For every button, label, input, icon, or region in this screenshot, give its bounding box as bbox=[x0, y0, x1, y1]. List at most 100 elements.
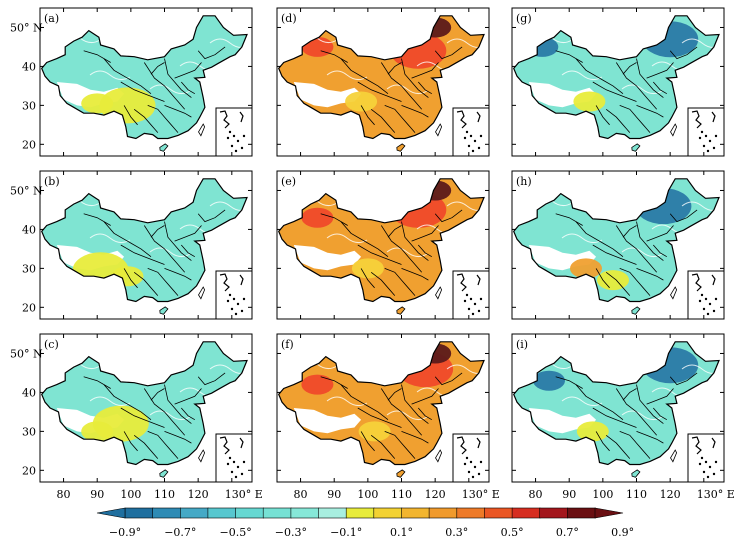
lon-tick-label: 80 bbox=[294, 488, 308, 501]
country-outline bbox=[278, 341, 485, 466]
lon-tick-label: 110 bbox=[391, 488, 412, 501]
province-boundary bbox=[605, 271, 631, 296]
colorbar-segment bbox=[207, 507, 237, 519]
province-boundary bbox=[320, 50, 348, 63]
province-boundary bbox=[143, 62, 186, 110]
map-panel-a: (a) 20 30 40 50° N bbox=[10, 7, 253, 157]
lat-tick-label: 20 bbox=[22, 138, 36, 151]
lat-tick-label: 20 bbox=[22, 464, 36, 477]
no-data-region bbox=[293, 245, 362, 271]
colorbar-segment bbox=[428, 507, 458, 519]
province-boundary bbox=[197, 372, 226, 386]
taiwan-island bbox=[670, 123, 678, 137]
province-boundary bbox=[619, 431, 651, 459]
province-boundary bbox=[320, 213, 348, 226]
province-boundary bbox=[103, 221, 152, 258]
province-boundary bbox=[636, 384, 664, 424]
colorbar-segment bbox=[180, 507, 209, 519]
province-boundary bbox=[174, 225, 202, 242]
panel-label: (e) bbox=[281, 175, 296, 188]
province-boundary bbox=[669, 372, 698, 386]
panel-label: (b) bbox=[44, 175, 60, 188]
colorbar-label: −0.9° bbox=[109, 526, 141, 539]
province-boundary bbox=[636, 105, 664, 118]
anomaly-blob bbox=[573, 91, 606, 112]
contour-line bbox=[386, 410, 428, 421]
lon-tick-label: 90 bbox=[90, 488, 104, 501]
taiwan-island bbox=[435, 286, 443, 300]
map-panel-e: (e) bbox=[276, 170, 490, 320]
colorbar-label: −0.3° bbox=[275, 526, 307, 539]
province-boundary bbox=[595, 431, 610, 452]
province-boundary bbox=[622, 388, 637, 401]
colorbar-label: −0.7° bbox=[164, 526, 196, 539]
province-boundary bbox=[370, 108, 396, 133]
province-boundary bbox=[83, 376, 111, 389]
province-boundary bbox=[622, 62, 637, 75]
province-boundary bbox=[357, 81, 402, 102]
taiwan-island bbox=[198, 123, 206, 137]
province-boundary bbox=[417, 244, 433, 258]
south-china-sea-inset bbox=[687, 270, 725, 320]
colorbar: −0.9° −0.7° −0.5° −0.3° −0.1° 0.1° 0.3° 0.5° 0.7… bbox=[96, 507, 634, 539]
south-china-sea-inset bbox=[687, 433, 725, 483]
province-boundary bbox=[401, 58, 429, 98]
hainan-island bbox=[631, 469, 641, 478]
hainan-island bbox=[159, 143, 169, 152]
province-boundary bbox=[123, 105, 138, 126]
province-boundary bbox=[401, 221, 429, 261]
south-china-sea-inset bbox=[215, 270, 253, 320]
lon-tick-label: 80 bbox=[529, 488, 543, 501]
anomaly-blob bbox=[81, 421, 114, 442]
province-boundary bbox=[387, 388, 402, 401]
anomaly-field bbox=[41, 341, 248, 465]
lat-tick-label: 40 bbox=[22, 223, 36, 236]
hainan-island bbox=[396, 469, 406, 478]
province-boundary bbox=[387, 225, 402, 238]
province-boundary bbox=[103, 58, 152, 95]
lat-tick-label: 50° N bbox=[10, 21, 43, 34]
province-boundary bbox=[636, 221, 664, 261]
province-boundary bbox=[380, 225, 423, 273]
lon-tick-label: 130° E bbox=[225, 488, 263, 501]
province-boundary bbox=[401, 384, 429, 424]
province-boundary bbox=[646, 62, 674, 79]
province-boundary bbox=[133, 271, 159, 296]
province-boundary bbox=[555, 213, 583, 226]
colorbar-segment bbox=[235, 507, 265, 519]
province-boundary bbox=[147, 431, 179, 459]
province-boundary bbox=[401, 431, 429, 444]
colorbar-label: 0.9° bbox=[611, 526, 634, 539]
panel-label: (i) bbox=[516, 338, 528, 351]
colorbar-segment bbox=[262, 507, 292, 519]
colorbar-segment bbox=[567, 507, 596, 519]
province-boundary bbox=[615, 62, 658, 110]
contour-line bbox=[386, 84, 428, 95]
province-boundary bbox=[147, 105, 179, 133]
panel-label: (f) bbox=[281, 338, 294, 351]
province-boundary bbox=[180, 81, 196, 95]
province-boundary bbox=[340, 384, 389, 421]
province-boundary bbox=[380, 62, 423, 110]
colorbar-label: −0.5° bbox=[219, 526, 251, 539]
anomaly-blob bbox=[351, 258, 384, 279]
map-panel-b: (b) 20 30 40 50° N bbox=[10, 170, 253, 320]
colorbar-high-arrow bbox=[594, 507, 624, 519]
province-boundary bbox=[592, 244, 637, 265]
province-boundary bbox=[417, 407, 433, 421]
province-boundary bbox=[357, 244, 402, 265]
province-boundary bbox=[360, 105, 375, 126]
province-boundary bbox=[555, 376, 583, 389]
province-boundary bbox=[652, 81, 668, 95]
contour-line bbox=[149, 247, 191, 258]
colorbar-segment bbox=[401, 507, 430, 519]
lon-tick-label: 130° E bbox=[697, 488, 735, 501]
province-boundary bbox=[120, 407, 165, 428]
contour-line bbox=[561, 396, 603, 407]
hainan-island bbox=[396, 143, 406, 152]
province-boundary bbox=[615, 388, 658, 436]
country-outline bbox=[41, 15, 248, 140]
colorbar-segment bbox=[124, 507, 154, 519]
no-data-region bbox=[293, 82, 362, 108]
